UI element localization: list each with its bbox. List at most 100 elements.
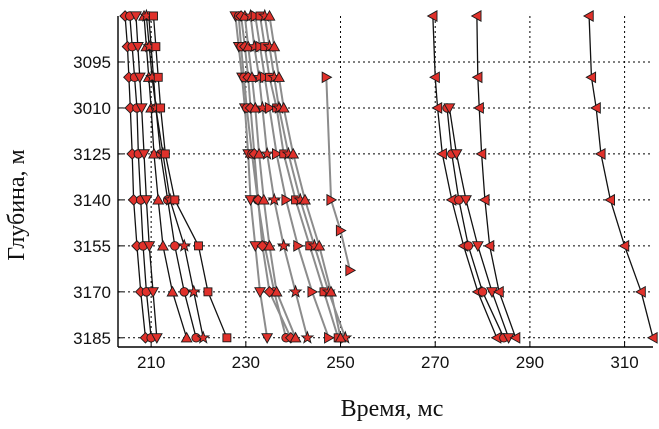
series-9-point-6 xyxy=(256,240,269,252)
series-6-point-2 xyxy=(153,72,163,82)
series-5-point-7 xyxy=(186,284,201,298)
series-18 xyxy=(442,103,509,343)
series-10-point-7 xyxy=(270,285,283,297)
series-15-point-7 xyxy=(325,285,338,297)
series-4-point-7 xyxy=(179,287,190,297)
series-3-point-7 xyxy=(166,285,179,297)
series-10-point-5 xyxy=(257,193,270,205)
series-2-point-0 xyxy=(130,11,142,23)
series-7-point-7 xyxy=(254,287,267,298)
series-6-point-3 xyxy=(156,103,166,113)
y-tick-label-6: 3185 xyxy=(73,329,111,348)
series-20-line xyxy=(476,15,517,339)
series-2-point-4 xyxy=(138,149,151,161)
series-6-point-4 xyxy=(160,149,170,159)
series-10-point-4 xyxy=(253,147,266,159)
series-21-point-1 xyxy=(585,71,597,84)
series-17-point-3 xyxy=(436,147,447,160)
series-4-point-8 xyxy=(191,333,201,343)
y-tick-label-5: 3170 xyxy=(73,283,111,302)
series-17-point-1 xyxy=(429,71,440,84)
series-5-point-8 xyxy=(196,330,211,344)
series-2-point-6 xyxy=(143,241,156,252)
series-20-point-4 xyxy=(478,193,490,206)
series-16-point-3 xyxy=(345,264,357,277)
series-11-point-4 xyxy=(260,146,275,160)
series-6-point-8 xyxy=(222,333,232,343)
series-12-point-4 xyxy=(271,147,283,160)
series-12-point-5 xyxy=(281,193,293,206)
series-2-point-1 xyxy=(131,42,144,53)
series-20-point-3 xyxy=(475,147,487,160)
series-19-point-1 xyxy=(450,149,463,161)
series-6-point-5 xyxy=(170,195,180,205)
series-21-line xyxy=(588,15,654,338)
series-21-point-5 xyxy=(618,239,630,252)
x-tick-label-5: 310 xyxy=(610,353,638,372)
y-tick-label-4: 3155 xyxy=(73,237,111,256)
series-3-point-8 xyxy=(180,331,193,343)
series-10-point-6 xyxy=(263,239,276,251)
x-tick-label-0: 210 xyxy=(137,353,165,372)
series-19-point-3 xyxy=(471,241,484,252)
series-21-point-3 xyxy=(594,147,606,160)
series-19-point-0 xyxy=(443,103,456,115)
series-18-point-4 xyxy=(477,287,488,297)
series-group xyxy=(119,8,658,344)
series-4-point-6 xyxy=(170,241,180,251)
series-19-point-2 xyxy=(460,195,472,207)
series-20-point-7 xyxy=(509,331,521,344)
x-tick-label-1: 230 xyxy=(232,353,260,372)
series-21-point-2 xyxy=(590,101,601,114)
series-12-point-3 xyxy=(264,101,276,114)
series-12-point-6 xyxy=(293,239,305,252)
tick-labels: 210 230 250 270 290 310 3095 3010 3125 3140 3155 31… xyxy=(73,53,639,372)
series-12-point-7 xyxy=(307,285,319,298)
series-16 xyxy=(321,71,357,277)
series-20-point-1 xyxy=(471,71,483,84)
series-21-point-6 xyxy=(635,285,646,298)
series-12-point-8 xyxy=(324,331,335,344)
series-15-point-3 xyxy=(277,101,290,113)
series-2-point-3 xyxy=(135,103,148,115)
series-11-point-6 xyxy=(276,238,291,252)
series-12 xyxy=(250,10,335,344)
series-16-line xyxy=(325,77,351,271)
series-11 xyxy=(243,8,315,344)
series-18-line xyxy=(446,107,505,339)
series-18-point-3 xyxy=(463,241,474,251)
y-tick-label-0: 3095 xyxy=(73,53,111,72)
series-6-point-0 xyxy=(149,11,158,21)
y-axis-title: Глубина, м xyxy=(4,149,30,260)
series-11-point-8 xyxy=(300,330,315,344)
series-19 xyxy=(443,103,515,344)
grid xyxy=(118,16,653,347)
x-tick-label-3: 270 xyxy=(421,353,449,372)
series-16-point-1 xyxy=(326,193,338,206)
series-6-point-1 xyxy=(151,42,161,52)
x-axis-title: Время, мс xyxy=(341,396,444,422)
x-tick-label-2: 250 xyxy=(326,353,354,372)
series-20-point-0 xyxy=(470,10,482,22)
series-15-point-5 xyxy=(299,193,311,205)
y-tick-label-3: 3140 xyxy=(73,191,111,210)
series-15-point-6 xyxy=(313,239,326,251)
series-2 xyxy=(130,11,163,344)
series-11-point-7 xyxy=(288,284,303,298)
series-3-point-5 xyxy=(152,193,165,205)
series-20 xyxy=(470,10,521,344)
series-10 xyxy=(238,9,302,343)
series-3-point-6 xyxy=(157,239,169,251)
series-7-point-8 xyxy=(261,333,274,344)
series-15-point-1 xyxy=(268,40,281,52)
series-16-point-2 xyxy=(335,224,347,237)
series-20-point-5 xyxy=(483,239,495,252)
series-15-point-4 xyxy=(287,147,300,159)
y-tick-label-2: 3125 xyxy=(73,145,111,164)
series-5-point-6 xyxy=(177,238,192,252)
series-15 xyxy=(263,9,347,343)
series-6-point-7 xyxy=(203,287,213,297)
series-17-point-2 xyxy=(431,101,443,114)
series-13 xyxy=(255,11,343,343)
